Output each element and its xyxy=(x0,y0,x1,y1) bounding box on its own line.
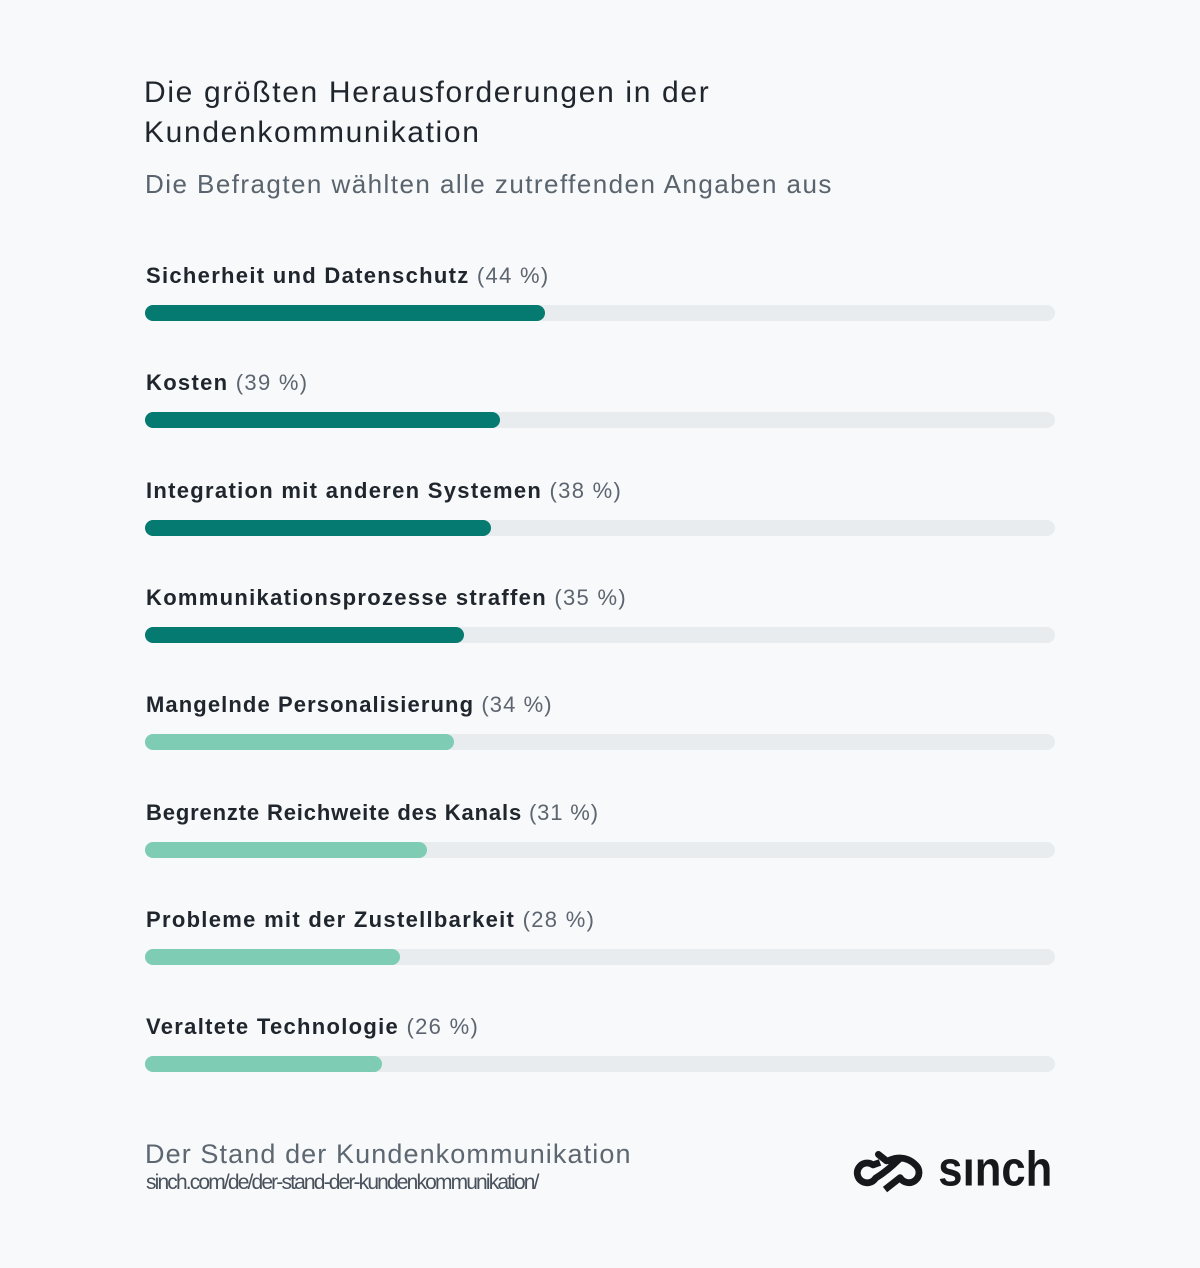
svg-text:sınch: sınch xyxy=(938,1145,1052,1196)
